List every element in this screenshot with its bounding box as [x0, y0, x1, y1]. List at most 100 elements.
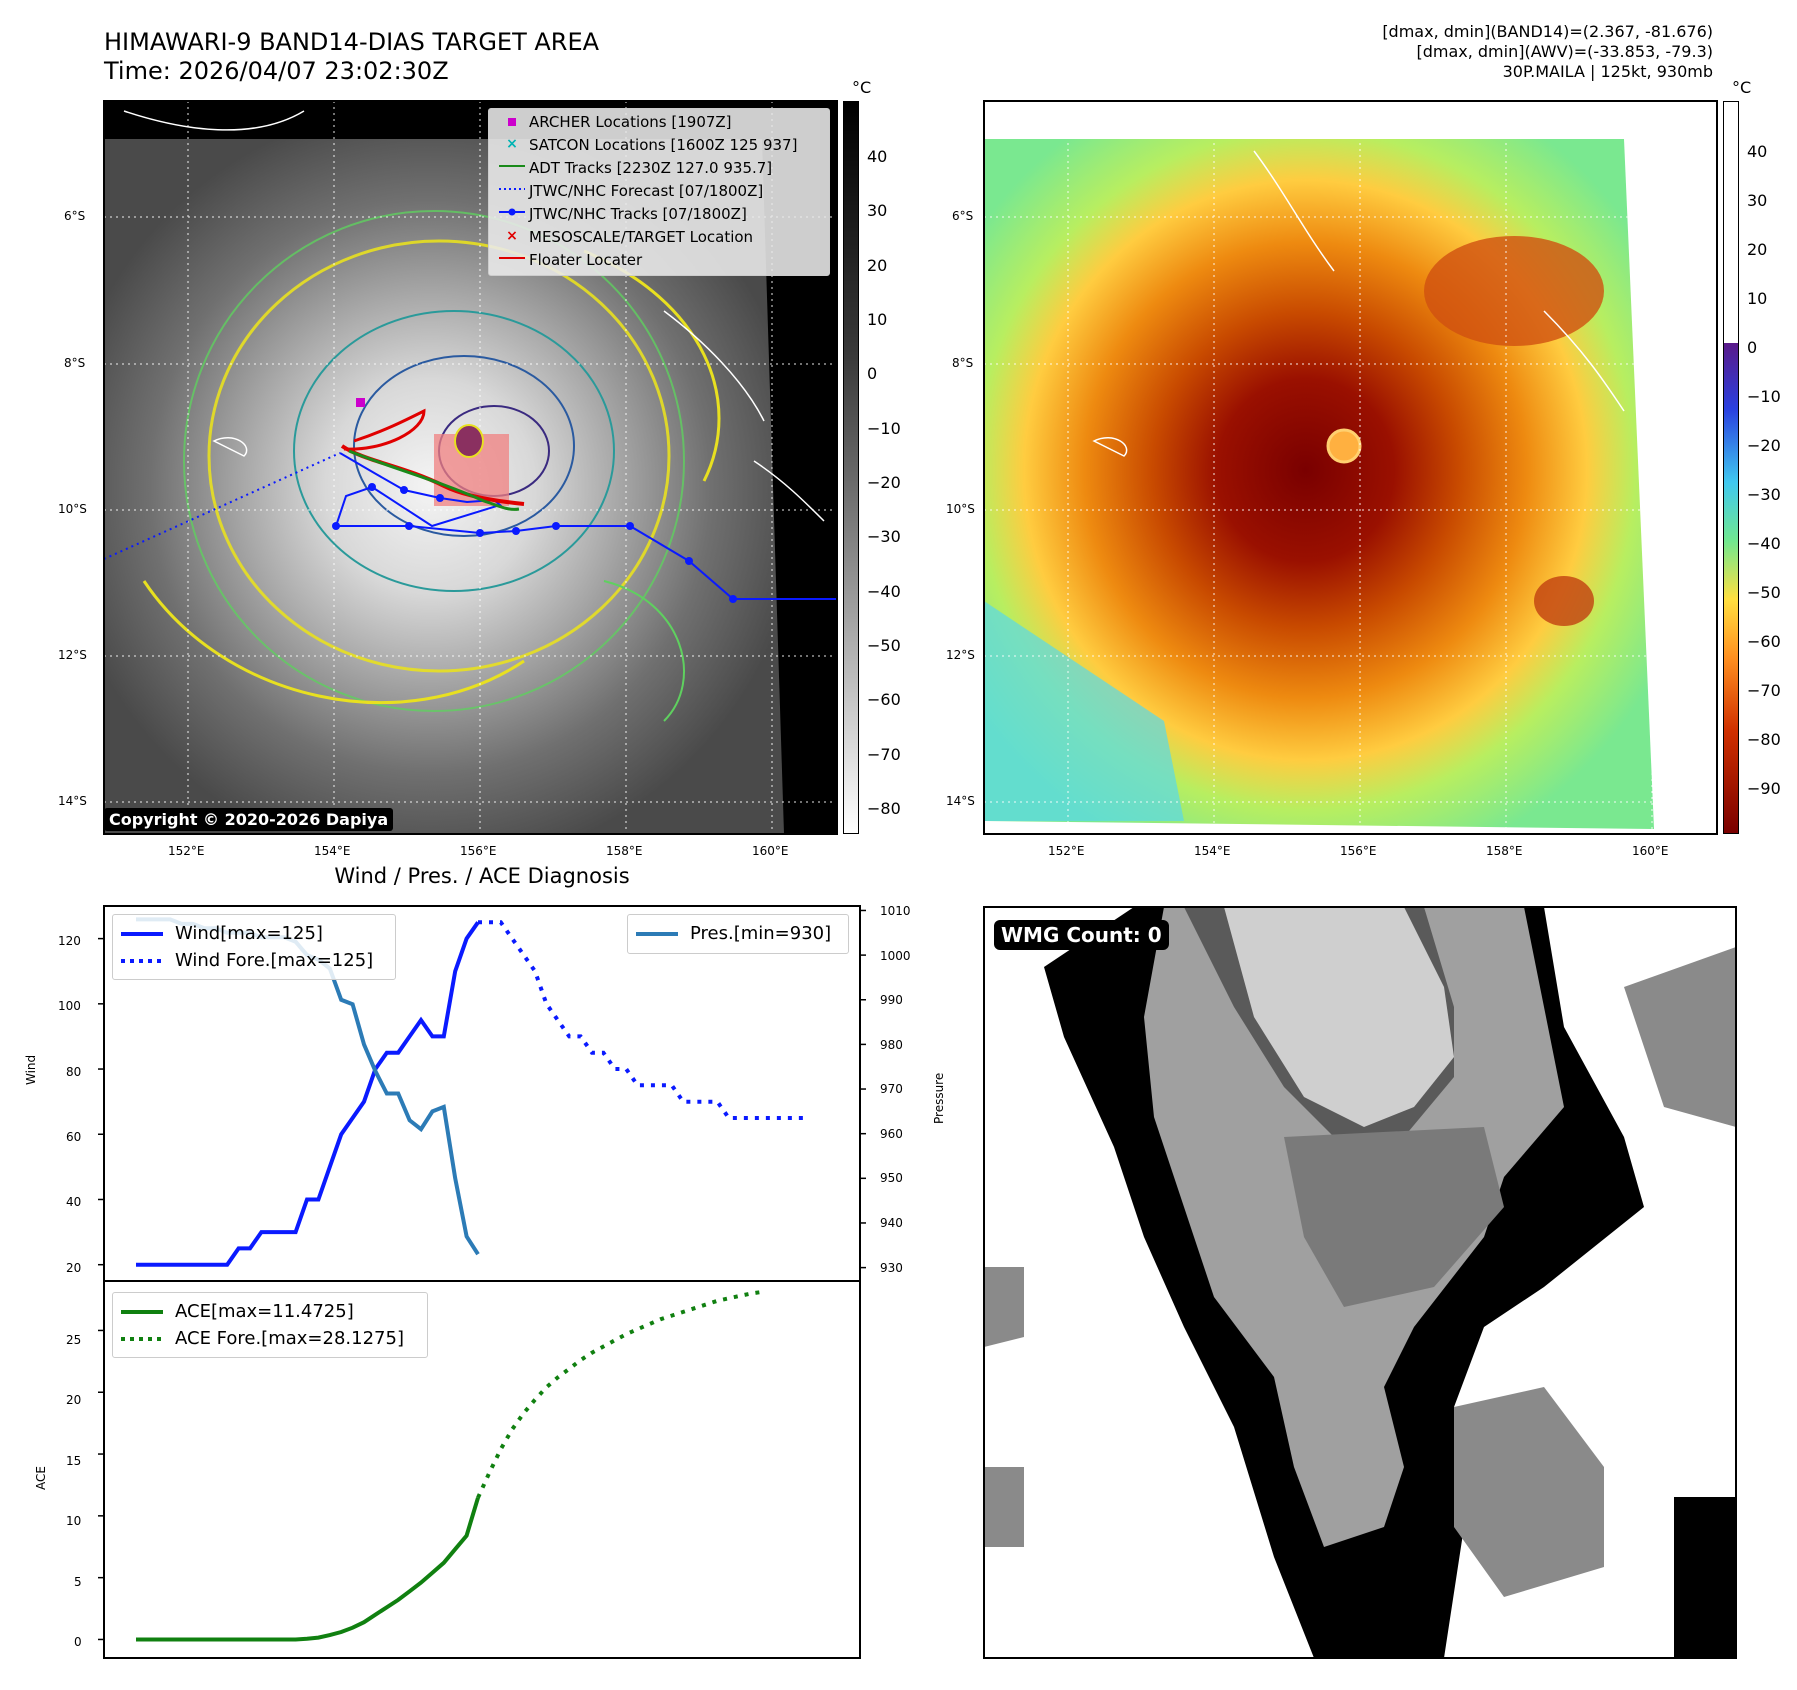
ace-tick: 0: [74, 1635, 82, 1649]
ir-colorbar-tick: −30: [867, 527, 901, 546]
awv-colorbar-unit: °C: [1732, 78, 1752, 97]
pressure-tick: 930: [880, 1261, 903, 1275]
awv-colorbar-tick: −90: [1747, 779, 1781, 798]
ir-colorbar: [843, 101, 859, 834]
ace-legend: ACE[max=11.4725] ACE Fore.[max=28.1275]: [112, 1292, 428, 1358]
diagnosis-chart: [98, 905, 866, 1659]
archer-marker: [356, 398, 365, 407]
legend-wind: Wind[max=125]: [175, 923, 323, 944]
wind-tick: 80: [66, 1065, 82, 1079]
wind-legend: Wind[max=125] Wind Fore.[max=125]: [112, 914, 396, 980]
wind-tick: 100: [58, 999, 81, 1013]
awv-colorbar-tick: −70: [1747, 681, 1781, 700]
wmg-map: [984, 907, 1736, 1658]
pressure-tick: 1010: [880, 904, 911, 918]
ir-colorbar-tick: 10: [867, 310, 888, 329]
awv-lat-tick: 6°S: [952, 209, 974, 223]
wind-line: [136, 921, 480, 1267]
awv-lon-tick: 160°E: [1632, 844, 1669, 858]
ir-colorbar-tick: −10: [867, 419, 901, 438]
pressure-legend-marker: [636, 932, 678, 936]
awv-colorbar-tick: 40: [1747, 142, 1768, 161]
legend-archer: ARCHER Locations [1907Z]: [529, 113, 732, 131]
pressure-tick: 940: [880, 1216, 903, 1230]
wind-forecast-line: [478, 920, 809, 1120]
svg-text:×: ×: [506, 136, 518, 152]
awv-range: [dmax, dmin](AWV)=(-33.853, -79.3): [1416, 42, 1713, 61]
ace-forecast-line: [476, 1289, 764, 1499]
awv-colorbar-tick: −10: [1747, 387, 1781, 406]
title-line-2: Time: 2026/04/07 23:02:30Z: [104, 57, 449, 85]
ir-colorbar-tick: −50: [867, 636, 901, 655]
ir-colorbar-tick: 30: [867, 201, 888, 220]
diagnosis-title: Wind / Pres. / ACE Diagnosis: [334, 864, 630, 888]
ir-lat-tick: 10°S: [58, 502, 87, 516]
ir-lat-tick: 14°S: [58, 794, 87, 808]
wind-legend-markers: [121, 932, 163, 963]
pressure-legend: Pres.[min=930]: [627, 914, 849, 954]
legend-jtwc-forecast: JTWC/NHC Forecast [07/1800Z]: [529, 182, 764, 200]
ace-tick: 20: [66, 1393, 82, 1407]
legend-wind-fore: Wind Fore.[max=125]: [175, 950, 374, 971]
legend-pressure: Pres.[min=930]: [690, 923, 832, 944]
ir-lon-tick: 154°E: [314, 844, 351, 858]
title-line-1: HIMAWARI-9 BAND14-DIAS TARGET AREA: [104, 28, 600, 56]
awv-lat-tick: 14°S: [946, 794, 975, 808]
awv-lat-tick: 12°S: [946, 648, 975, 662]
ir-colorbar-tick: −60: [867, 690, 901, 709]
legend-jtwc-tracks: JTWC/NHC Tracks [07/1800Z]: [529, 205, 747, 223]
ace-tick: 25: [66, 1333, 82, 1347]
ir-colorbar-tick: −70: [867, 745, 901, 764]
awv-colorbar-tick: 20: [1747, 240, 1768, 259]
wmg-map-svg: [984, 907, 1736, 1658]
pressure-tick: 970: [880, 1082, 903, 1096]
legend-ace: ACE[max=11.4725]: [175, 1301, 354, 1322]
awv-colorbar-tick: 0: [1747, 338, 1758, 357]
wind-tick: 20: [66, 1261, 82, 1275]
awv-lon-tick: 156°E: [1340, 844, 1377, 858]
ir-colorbar-unit: °C: [852, 78, 872, 97]
awv-colorbar-tick: −60: [1747, 632, 1781, 651]
storm-intensity: 30P.MAILA | 125kt, 930mb: [1502, 62, 1713, 81]
legend-floater: Floater Locater: [529, 251, 643, 269]
ir-lon-tick: 152°E: [168, 844, 205, 858]
ace-tick: 15: [66, 1454, 82, 1468]
awv-lat-tick: 10°S: [946, 502, 975, 516]
ace-axis-label: ACE: [34, 1466, 48, 1490]
awv-colorbar-tick: 30: [1747, 191, 1768, 210]
wind-tick: 40: [66, 1195, 82, 1209]
wind-tick: 60: [66, 1130, 82, 1144]
pressure-tick: 960: [880, 1127, 903, 1141]
wind-axis-label: Wind: [24, 1054, 38, 1085]
awv-colorbar-tick: −80: [1747, 730, 1781, 749]
ir-colorbar-tick: −80: [867, 799, 901, 818]
ir-lat-tick: 8°S: [64, 356, 86, 370]
ace-legend-markers: [121, 1310, 163, 1341]
pressure-tick: 990: [880, 993, 903, 1007]
legend-adt: ADT Tracks [2230Z 127.0 935.7]: [529, 159, 773, 177]
ir-lon-tick: 158°E: [606, 844, 643, 858]
pressure-tick: 950: [880, 1171, 903, 1185]
band14-range: [dmax, dmin](BAND14)=(2.367, -81.676): [1382, 22, 1713, 41]
awv-colorbar-tick: −30: [1747, 485, 1781, 504]
ir-colorbar-tick: 0: [867, 364, 878, 383]
awv-colorbar-tick: −40: [1747, 534, 1781, 553]
ir-lon-tick: 160°E: [752, 844, 789, 858]
awv-lon-tick: 154°E: [1194, 844, 1231, 858]
ir-lon-tick: 156°E: [460, 844, 497, 858]
awv-map-svg: [984, 101, 1717, 834]
jtwc-forecast-line: [104, 452, 341, 560]
ir-colorbar-tick: 40: [867, 147, 888, 166]
awv-lon-tick: 152°E: [1048, 844, 1085, 858]
storm-info: [dmax, dmin](BAND14)=(2.367, -81.676) [d…: [1382, 22, 1713, 82]
ace-tick: 10: [66, 1514, 82, 1528]
awv-lat-tick: 8°S: [952, 356, 974, 370]
pressure-tick: 1000: [880, 949, 911, 963]
legend-target: MESOSCALE/TARGET Location: [529, 228, 754, 246]
ir-lat-tick: 12°S: [58, 648, 87, 662]
awv-colorbar-tick: −20: [1747, 436, 1781, 455]
ir-colorbar-tick: −40: [867, 582, 901, 601]
ace-line: [136, 1497, 480, 1642]
adt-track: [348, 449, 520, 511]
wmg-count-badge: WMG Count: 0: [994, 920, 1169, 950]
